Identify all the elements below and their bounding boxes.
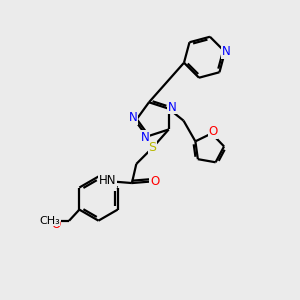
Text: O: O — [51, 218, 60, 231]
Text: N: N — [222, 45, 231, 58]
Text: HN: HN — [98, 175, 116, 188]
Text: N: N — [141, 131, 150, 144]
Text: N: N — [168, 101, 177, 114]
Text: N: N — [129, 111, 138, 124]
Text: S: S — [148, 141, 157, 154]
Text: CH₃: CH₃ — [39, 216, 60, 226]
Text: O: O — [150, 175, 159, 188]
Text: O: O — [208, 125, 217, 139]
